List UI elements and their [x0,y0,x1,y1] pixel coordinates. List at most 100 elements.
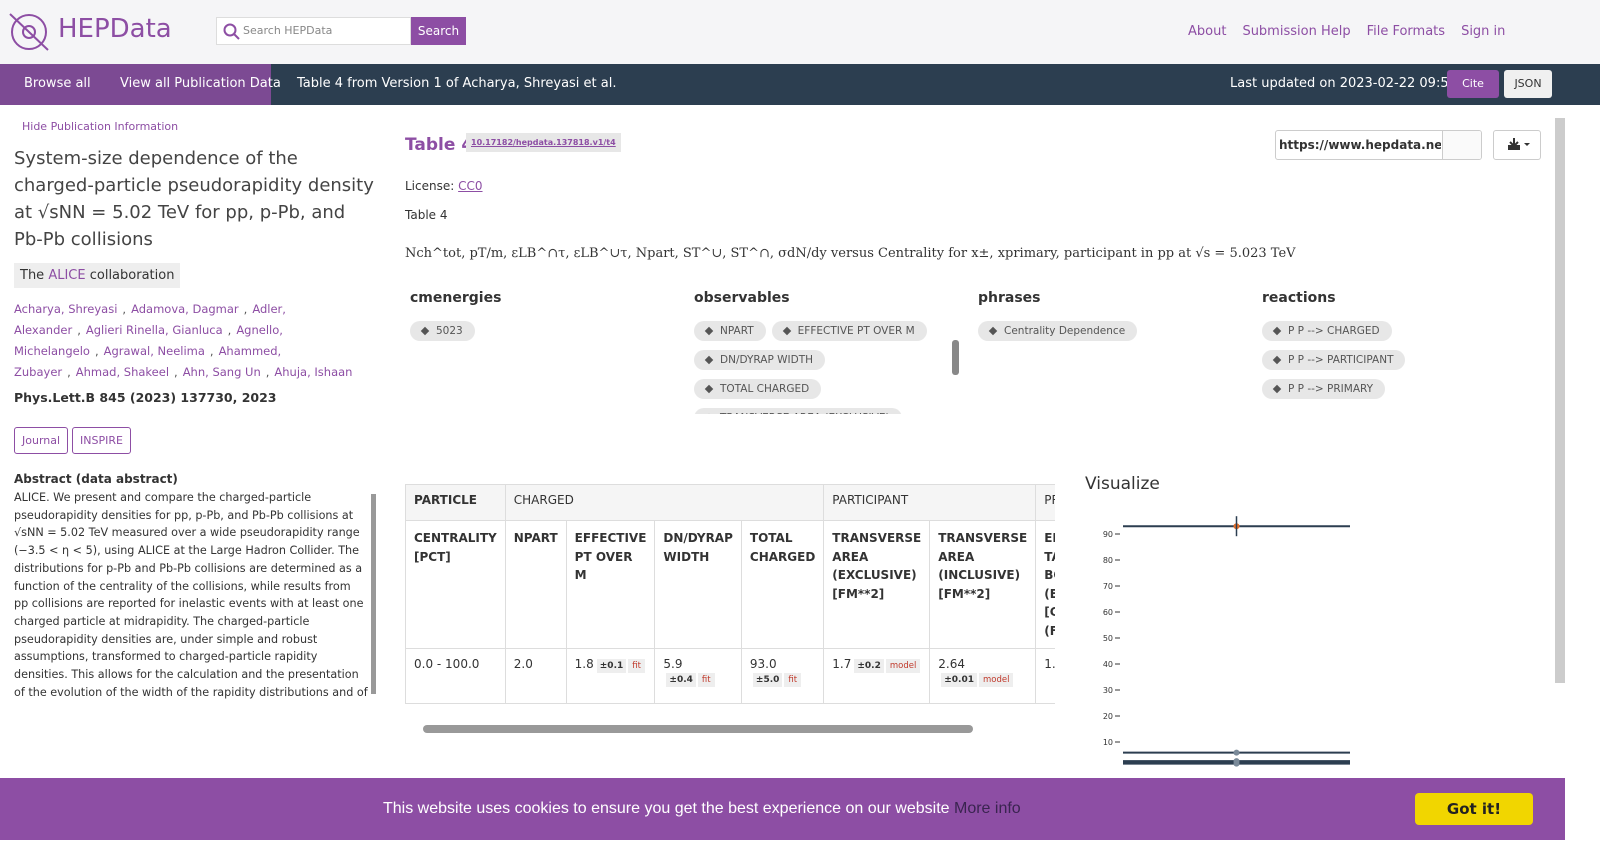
keyword-pill[interactable]: Centrality Dependence [978,321,1138,341]
error-kind: fit [628,659,645,673]
collaboration-box: The ALICE collaboration [14,263,181,288]
author[interactable]: Ahn, Sang Un [182,365,261,379]
author-separator: , [174,365,178,379]
keyword-pill[interactable]: P P --> PRIMARY [1262,379,1386,399]
header-link[interactable]: File Formats [1366,24,1446,39]
cell-value: 1.9 [1044,657,1055,671]
error-value: ±0.2 [854,659,884,673]
hide-info-link[interactable]: Hide Publication Information [22,120,179,133]
author[interactable]: Adamova, Dagmar [131,302,239,316]
header-link[interactable]: Submission Help [1242,24,1351,39]
column-header-row: CENTRALITY [PCT] NPART EFFECTIVE PT OVER M… [405,520,1055,649]
search-placeholder: Search HEPData [243,24,333,37]
logo-icon[interactable] [8,12,50,52]
y-tick-label: 10 [1103,738,1113,747]
table-title: Table 4 from Version 1 of Acharya, Shrey… [297,76,617,91]
cookie-text: This website uses cookies to ensure you … [383,800,950,817]
abstract: ALICE. We present and compare the charge… [14,489,376,701]
group-header: CHARGED [504,484,825,521]
author-separator: , [265,365,270,379]
data-cell: 2.64±0.01 model [929,648,1037,704]
data-cell: 0.0 - 100.0 [405,648,506,704]
error-value: ±0.1 [596,659,627,673]
author-separator: , [122,302,127,316]
license-link[interactable]: CC0 [458,179,483,193]
author-separator: , [77,323,81,337]
author-separator: , [94,344,99,358]
keyword-pill[interactable]: NPART [694,321,766,341]
column-header: CENTRALITY [PCT] [405,520,506,649]
table-url[interactable]: https://www.hepdata.net/record/ins265828… [1279,138,1441,152]
author[interactable]: Acharya, Shreyasi [14,302,118,316]
error-kind: fit [784,673,802,687]
column-header: EFFECTIVE PT OVER M [565,520,656,649]
column-header: TOTAL CHARGED [740,520,825,649]
data-cell: 1.8 ±0.1 fit [565,648,656,704]
cell-value: 93.0 [749,657,777,671]
search-button[interactable]: Search [411,17,466,45]
keyword-list: Centrality Dependence [978,319,1248,348]
collaboration[interactable]: ALICE [48,268,86,283]
license-label: License: [405,179,455,193]
y-tick-label: 70 [1103,582,1113,591]
browse-link[interactable]: Browse all [24,76,91,91]
cell-error: ±0.4 fit [663,671,715,687]
cite-button[interactable]: Cite [1447,70,1499,98]
keyword-column: observables NPART EFFECTIVE PT OVER M DN/DY… [694,290,964,414]
keyword-column: reactions P P --> CHARGED P P --> PARTICIP… [1262,290,1532,406]
author[interactable]: Ahuja, Ishaan [274,365,353,379]
cookie-accept[interactable]: Got it! [1415,793,1533,825]
keywords: cmenergies 5023 observables NPART EFFECTIVE … [0,290,1560,430]
keyword-pill[interactable]: 5023 [410,321,475,341]
error-kind: model [885,659,921,673]
publication-button[interactable]: Journal [14,427,69,454]
publication-button[interactable]: INSPIRE [72,427,131,454]
abstract-heading: Abstract (data abstract) [14,472,178,486]
cookie-more[interactable]: More info [954,800,1021,817]
keyword-pill[interactable]: TOTAL CHARGED [694,379,822,399]
keyword-pill[interactable]: P P --> PARTICIPANT [1262,350,1406,370]
cell-error: ±0.2 model [851,657,921,673]
abstract-scrollbar[interactable] [371,494,376,694]
author-list: Acharya, Shreyasi, Adamova, Dagmar, Adler,… [14,298,376,382]
column-header: TRANSVERSE AREA (INCLUSIVE) [FM**2] [929,520,1037,649]
author[interactable]: Agnello, Michelangelo [14,323,283,358]
sidebar: Hide Publication Information System-size… [14,120,376,701]
cell-value: 0.0 - 100.0 [414,657,480,671]
page-scrollbar[interactable] [1555,118,1565,683]
header-link[interactable]: About [1188,24,1227,39]
search-input[interactable]: Search HEPData [216,17,411,45]
keyword-pill[interactable]: P P --> CHARGED [1262,321,1392,341]
author[interactable]: Adler, Alexander [14,302,286,337]
cell-error: ±5.0 fit [750,671,802,687]
table-name: Table 4 [405,135,474,155]
group-header-row: PARTICLECHARGEDPARTICIPANTPRIMARY [405,484,1055,521]
publication-title: System-size dependence of the charged-pa… [14,148,374,250]
keyword-pill[interactable]: DN/DYRAP WIDTH [694,350,825,370]
author-separator: , [227,323,232,337]
download-button[interactable] [1493,130,1541,160]
logo-text[interactable]: HEPData [58,14,172,44]
author[interactable]: Ahmad, Shakeel [75,365,170,379]
author[interactable]: Aglieri Rinella, Gianluca [85,323,223,337]
view-all-link[interactable]: View all Publication Data [120,76,281,91]
json-button[interactable]: JSON [1504,70,1552,98]
author[interactable]: Agrawal, Neelima [103,344,205,358]
keyword-scrollbar[interactable] [952,340,959,375]
last-updated: Last updated on 2023-02-22 09:58 [1230,76,1457,91]
scroll-thumb[interactable] [423,725,973,733]
keyword-pill[interactable]: TRANSVERSE AREA (EXCLUSIVE) [694,408,902,414]
doi-badge[interactable]: 10.17182/hepdata.137818.v1/t4 [466,133,621,152]
publication-buttons: Journal INSPIRE [14,427,376,454]
visualize-chart: 10 20 30 40 50 60 70 80 90 [1103,516,1350,767]
copy-button[interactable] [1442,131,1481,159]
author[interactable]: Ahammed, Zubayer [14,344,282,379]
header-link[interactable]: Sign in [1461,24,1506,39]
keyword-pill[interactable]: EFFECTIVE PT OVER M [771,321,927,341]
cookie-bar: This website uses cookies to ensure you … [0,778,1565,840]
error-kind: fit [697,673,715,687]
table-scrollbar[interactable] [405,722,1055,736]
keyword-column: phrases Centrality Dependence [978,290,1248,348]
cell-value: 1.8 [574,657,594,671]
collab-pre: The [20,268,45,283]
